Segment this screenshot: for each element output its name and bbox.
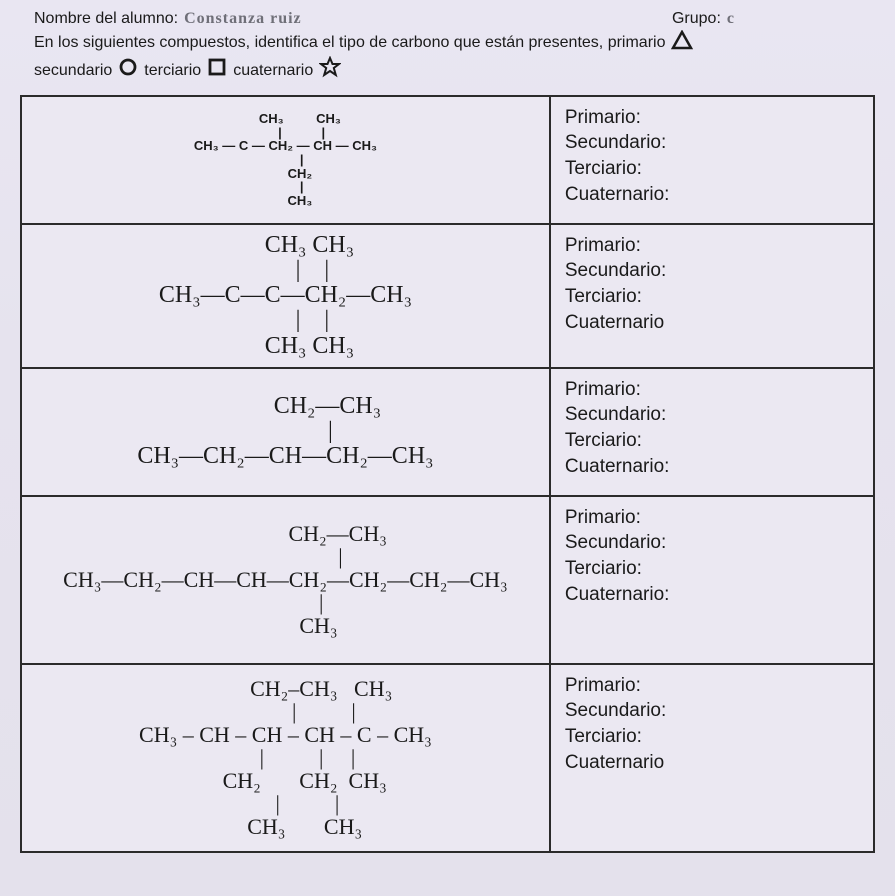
cuaternario-label: Cuaternario: (565, 582, 859, 608)
secundario-label: Secundario: (565, 530, 859, 556)
answer-cell: Primario: Secundario: Terciario: Cuatern… (550, 664, 874, 852)
instruction-line-1: En los siguientes compuestos, identifica… (34, 30, 861, 57)
square-icon (207, 57, 227, 84)
secundario-label: Secundario: (565, 698, 859, 724)
structure-4: CH₂—CH₃ | CH₃—CH₂—CH—CH—CH₂—CH₂—CH₂—CH₃ … (63, 522, 508, 637)
primario-label: Primario: (565, 673, 859, 699)
student-line: Nombre del alumno: Constanza ruiz Grupo:… (34, 8, 861, 30)
circle-icon (118, 57, 138, 84)
table-row: CH₂–CH₃ CH₃ | | CH₃ – CH – CH – CH – C –… (21, 664, 874, 852)
cuaternario-label: Cuaternario (565, 310, 859, 336)
table-row: CH₃ CH₃ | | CH₃—C—C—CH₂—CH₃ | | CH₃ CH₃ … (21, 224, 874, 368)
terciario-label: Terciario: (565, 556, 859, 582)
structure-cell: CH₃ CH₃ | | CH₃—C—C—CH₂—CH₃ | | CH₃ CH₃ (21, 224, 550, 368)
terciario-label: Terciario: (565, 428, 859, 454)
cuaternario-label: Cuaternario: (565, 454, 859, 480)
table-row: CH₃ CH₃ | | CH₃ — C — CH₂ — CH — CH₃ | C… (21, 96, 874, 224)
secundario-label: Secundario: (565, 402, 859, 428)
cuaternario-label: Cuaternario (565, 750, 859, 776)
structure-3: CH₂—CH₃ | CH₃—CH₂—CH—CH₂—CH₃ (137, 394, 433, 470)
instruction-secundario: secundario (34, 60, 112, 82)
structure-2: CH₃ CH₃ | | CH₃—C—C—CH₂—CH₃ | | CH₃ CH₃ (159, 233, 412, 359)
group-label: Grupo: (672, 8, 721, 30)
primario-label: Primario: (565, 233, 859, 259)
structure-cell: CH₂–CH₃ CH₃ | | CH₃ – CH – CH – CH – C –… (21, 664, 550, 852)
structure-cell: CH₂—CH₃ | CH₃—CH₂—CH—CH—CH₂—CH₂—CH₂—CH₃ … (21, 496, 550, 664)
terciario-label: Terciario: (565, 724, 859, 750)
instruction-line-2: secundario terciario cuaternario (34, 56, 861, 85)
secundario-label: Secundario: (565, 258, 859, 284)
answer-cell: Primario: Secundario: Terciario: Cuatern… (550, 96, 874, 224)
worksheet-page: Nombre del alumno: Constanza ruiz Grupo:… (0, 0, 895, 896)
name-value: Constanza ruiz (184, 8, 302, 30)
name-label: Nombre del alumno: (34, 8, 178, 30)
primario-label: Primario: (565, 505, 859, 531)
cuaternario-label: Cuaternario: (565, 182, 859, 208)
terciario-label: Terciario: (565, 156, 859, 182)
secundario-label: Secundario: (565, 130, 859, 156)
structure-cell: CH₂—CH₃ | CH₃—CH₂—CH—CH₂—CH₃ (21, 368, 550, 496)
structure-5: CH₂–CH₃ CH₃ | | CH₃ – CH – CH – CH – C –… (139, 677, 432, 839)
instruction-text-1: En los siguientes compuestos, identifica… (34, 32, 665, 54)
table-row: CH₂—CH₃ | CH₃—CH₂—CH—CH—CH₂—CH₂—CH₂—CH₃ … (21, 496, 874, 664)
structure-1: CH₃ CH₃ | | CH₃ — C — CH₂ — CH — CH₃ | C… (194, 112, 377, 207)
exercise-table: CH₃ CH₃ | | CH₃ — C — CH₂ — CH — CH₃ | C… (20, 95, 875, 853)
answer-cell: Primario: Secundario: Terciario: Cuatern… (550, 224, 874, 368)
triangle-icon (671, 30, 693, 57)
terciario-label: Terciario: (565, 284, 859, 310)
primario-label: Primario: (565, 105, 859, 131)
primario-label: Primario: (565, 377, 859, 403)
group-value: c (727, 8, 735, 30)
header: Nombre del alumno: Constanza ruiz Grupo:… (20, 8, 875, 91)
answer-cell: Primario: Secundario: Terciario: Cuatern… (550, 496, 874, 664)
structure-cell: CH₃ CH₃ | | CH₃ — C — CH₂ — CH — CH₃ | C… (21, 96, 550, 224)
instruction-terciario: terciario (144, 60, 201, 82)
star-icon (319, 56, 341, 85)
instruction-cuaternario: cuaternario (233, 60, 313, 82)
table-row: CH₂—CH₃ | CH₃—CH₂—CH—CH₂—CH₃ Primario: S… (21, 368, 874, 496)
answer-cell: Primario: Secundario: Terciario: Cuatern… (550, 368, 874, 496)
